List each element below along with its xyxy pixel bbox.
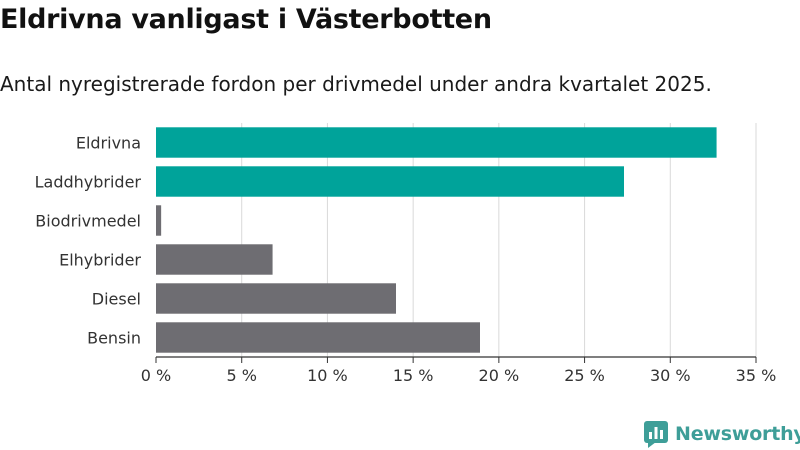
category-label: Laddhybrider <box>35 173 142 192</box>
category-label: Elhybrider <box>59 251 141 270</box>
brand-logo: Newsworthy <box>644 420 800 448</box>
category-label: Biodrivmedel <box>35 212 141 231</box>
x-tick-label: 35 % <box>736 366 777 385</box>
category-labels: Eldrivna Laddhybrider Biodrivmedel Elhybrid… <box>35 134 142 348</box>
brand-name: Newsworthy <box>675 423 800 445</box>
category-label: Eldrivna <box>76 134 141 153</box>
x-tick-label: 15 % <box>393 366 434 385</box>
bar <box>156 166 624 197</box>
x-axis: 0 % 5 % 10 % 15 % 20 % 25 % 30 % 35 % <box>141 356 777 385</box>
bar <box>156 322 480 353</box>
x-tick-label: 30 % <box>650 366 691 385</box>
bar <box>156 127 717 158</box>
bar <box>156 205 162 236</box>
bar <box>156 244 273 275</box>
category-label: Bensin <box>87 329 141 348</box>
x-tick-label: 5 % <box>226 366 256 385</box>
chart-subtitle: Antal nyregistrerade fordon per drivmede… <box>0 72 712 96</box>
x-tick-label: 10 % <box>307 366 348 385</box>
bar <box>156 283 396 314</box>
newsworthy-logo-icon <box>644 420 668 448</box>
x-tick-label: 0 % <box>141 366 171 385</box>
category-label: Diesel <box>92 290 141 309</box>
bars <box>156 127 717 353</box>
chart-title: Eldrivna vanligast i Västerbotten <box>0 4 492 35</box>
x-tick-label: 20 % <box>479 366 520 385</box>
grid-lines <box>241 123 757 357</box>
x-tick-label: 25 % <box>564 366 605 385</box>
